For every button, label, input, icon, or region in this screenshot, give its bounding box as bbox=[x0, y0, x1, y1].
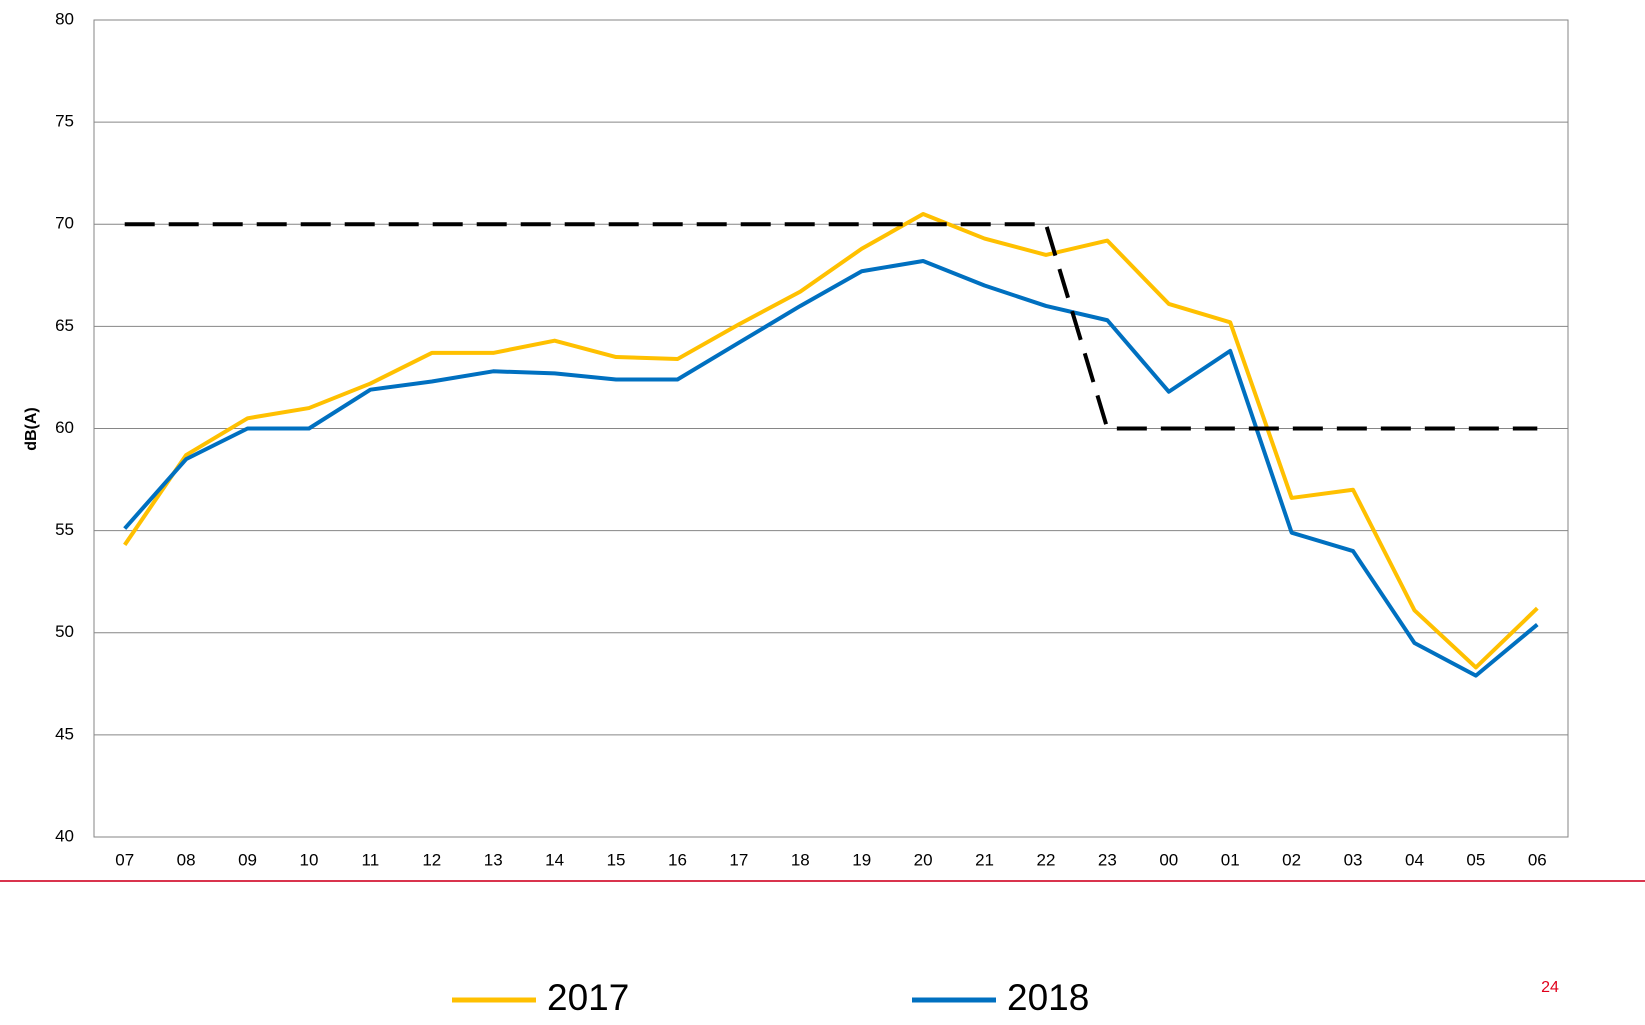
x-tick-label: 06 bbox=[1528, 850, 1547, 869]
y-tick-label: 80 bbox=[55, 9, 74, 28]
y-tick-label: 75 bbox=[55, 112, 74, 131]
x-tick-label: 08 bbox=[177, 850, 196, 869]
x-tick-label: 15 bbox=[607, 850, 626, 869]
x-tick-label: 14 bbox=[545, 850, 564, 869]
x-tick-label: 12 bbox=[422, 850, 441, 869]
x-tick-label: 21 bbox=[975, 850, 994, 869]
y-tick-label: 45 bbox=[55, 724, 74, 743]
x-tick-label: 10 bbox=[299, 850, 318, 869]
legend-label: 2018 bbox=[1007, 977, 1089, 1018]
y-tick-label: 50 bbox=[55, 622, 74, 641]
x-tick-label: 18 bbox=[791, 850, 810, 869]
y-axis-label: dB(A) bbox=[23, 407, 40, 451]
y-tick-label: 40 bbox=[55, 826, 74, 845]
y-tick-label: 65 bbox=[55, 316, 74, 335]
x-tick-label: 04 bbox=[1405, 850, 1424, 869]
x-tick-label: 13 bbox=[484, 850, 503, 869]
plot-frame bbox=[93, 19, 1569, 838]
x-tick-label: 23 bbox=[1098, 850, 1117, 869]
x-tick-label: 17 bbox=[729, 850, 748, 869]
limit-line bbox=[124, 222, 1538, 431]
x-tick-label: 16 bbox=[668, 850, 687, 869]
x-tick-label: 09 bbox=[238, 850, 257, 869]
x-tick-label: 22 bbox=[1036, 850, 1055, 869]
legend-label: 2017 bbox=[547, 977, 629, 1018]
x-tick-label: 00 bbox=[1159, 850, 1178, 869]
x-tick-label: 05 bbox=[1466, 850, 1485, 869]
series-line bbox=[123, 259, 1539, 678]
x-tick-label: 03 bbox=[1344, 850, 1363, 869]
y-tick-label: 55 bbox=[55, 520, 74, 539]
page-number: 24 bbox=[1541, 979, 1559, 996]
y-tick-label: 60 bbox=[55, 418, 74, 437]
y-tick-label: 70 bbox=[55, 214, 74, 233]
series-line bbox=[123, 212, 1539, 670]
x-tick-label: 01 bbox=[1221, 850, 1240, 869]
x-tick-label: 02 bbox=[1282, 850, 1301, 869]
x-tick-label: 11 bbox=[362, 850, 380, 869]
x-tick-label: 19 bbox=[852, 850, 871, 869]
x-tick-label: 20 bbox=[914, 850, 933, 869]
x-tick-label: 07 bbox=[115, 850, 134, 869]
